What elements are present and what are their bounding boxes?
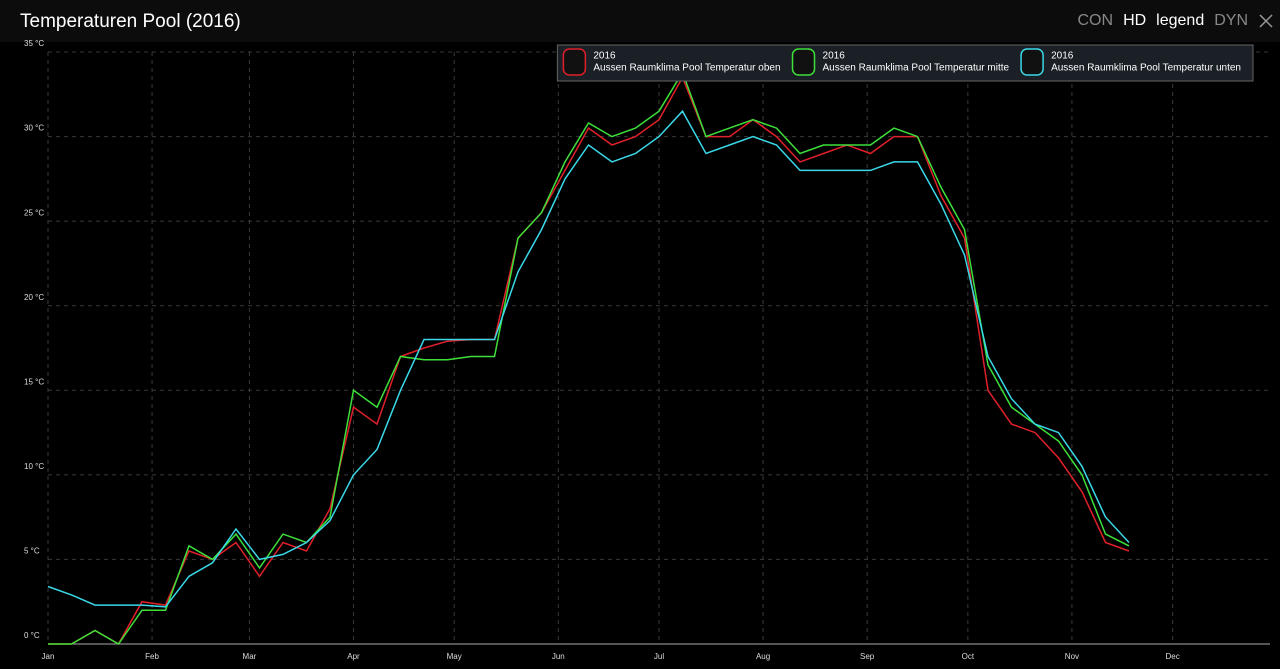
legend-swatch bbox=[791, 48, 816, 76]
y-tick-label: 30 °C bbox=[24, 124, 44, 133]
x-tick-label: Sep bbox=[860, 652, 875, 661]
y-tick-label: 20 °C bbox=[24, 293, 44, 302]
legend-swatch bbox=[1020, 48, 1044, 76]
header-bar bbox=[0, 0, 1280, 42]
x-tick-label: Feb bbox=[145, 652, 159, 661]
series-line bbox=[47, 109, 1130, 608]
x-tick-label: Jun bbox=[552, 652, 565, 661]
header-button[interactable]: HD bbox=[1123, 12, 1146, 29]
y-tick-label: 35 °C bbox=[24, 39, 44, 48]
x-tick-label: Apr bbox=[347, 652, 360, 661]
legend-label: Aussen Raumklima Pool Temperatur unten bbox=[1051, 63, 1241, 74]
chart-title: Temperaturen Pool (2016) bbox=[20, 11, 241, 32]
x-tick-label: Mar bbox=[243, 652, 257, 661]
legend-label: Aussen Raumklima Pool Temperatur oben bbox=[593, 63, 780, 74]
y-tick-label: 15 °C bbox=[24, 377, 44, 386]
close-icon[interactable] bbox=[1259, 14, 1273, 28]
y-tick-label: 0 °C bbox=[24, 631, 40, 640]
x-tick-label: May bbox=[447, 652, 462, 661]
x-tick-label: Jul bbox=[654, 652, 664, 661]
series-line bbox=[48, 70, 1130, 645]
y-tick-label: 25 °C bbox=[24, 208, 44, 217]
legend-swatch bbox=[562, 48, 587, 76]
header-button[interactable]: legend bbox=[1156, 12, 1204, 29]
x-tick-label: Dec bbox=[1166, 652, 1180, 661]
legend-period: 2016 bbox=[823, 51, 846, 62]
legend-box bbox=[556, 44, 1254, 82]
legend-label: Aussen Raumklima Pool Temperatur mitte bbox=[823, 63, 1010, 74]
y-tick-label: 5 °C bbox=[24, 547, 40, 556]
x-tick-label: Aug bbox=[756, 652, 770, 661]
header-button[interactable]: CON bbox=[1078, 12, 1114, 29]
header-button[interactable]: DYN bbox=[1214, 12, 1248, 29]
series-line bbox=[48, 75, 1130, 646]
y-tick-label: 10 °C bbox=[24, 462, 44, 471]
legend-period: 2016 bbox=[593, 51, 616, 62]
x-tick-label: Oct bbox=[962, 652, 975, 661]
x-tick-label: Jan bbox=[42, 652, 55, 661]
x-tick-label: Nov bbox=[1065, 652, 1079, 661]
legend-period: 2016 bbox=[1051, 51, 1074, 62]
